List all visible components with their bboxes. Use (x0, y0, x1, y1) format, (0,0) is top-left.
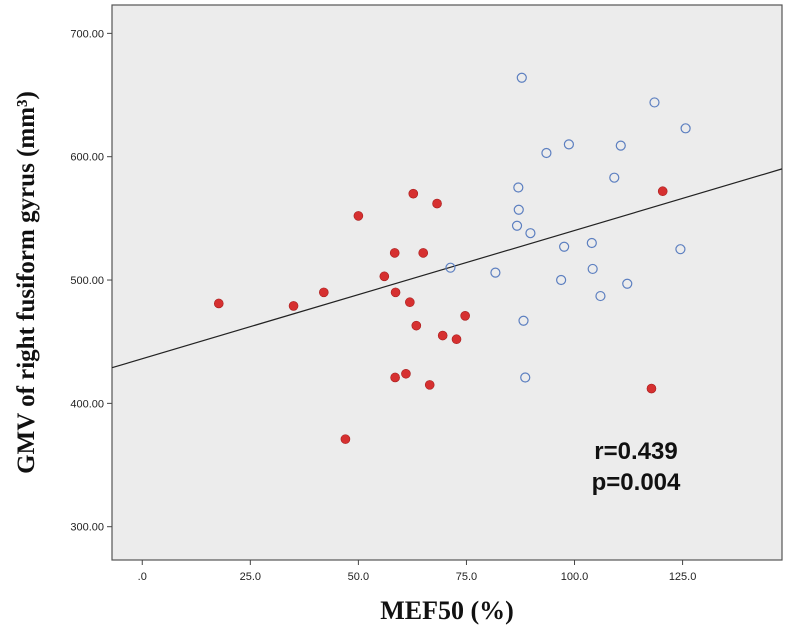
filled-data-point (451, 334, 462, 345)
hollow-data-point (490, 267, 501, 278)
hollow-data-point (649, 97, 660, 108)
hollow-data-point (556, 274, 567, 286)
x-tick-label: 50.0 (348, 571, 369, 583)
correlation-label: r=0.439 (594, 438, 677, 465)
y-tick-label: 700.00 (70, 28, 104, 40)
filled-data-point (657, 186, 668, 197)
x-tick-label: 75.0 (456, 571, 477, 583)
filled-data-point (432, 198, 442, 209)
hollow-data-point (563, 139, 574, 150)
filled-data-point (390, 372, 400, 383)
filled-data-point (389, 248, 400, 258)
filled-data-point (390, 287, 401, 298)
x-tick-label: .0 (138, 571, 147, 583)
hollow-data-point (518, 315, 529, 326)
hollow-data-point (445, 262, 456, 273)
x-tick-label: 100.0 (561, 571, 589, 583)
y-axis: 300.00 400.00 500.00 600.00 700.00 (70, 28, 112, 534)
y-tick-label: 500.00 (70, 275, 104, 287)
hollow-data-point (680, 123, 691, 134)
x-tick-label: 25.0 (240, 571, 261, 583)
filled-data-point (405, 297, 415, 308)
filled-data-point (340, 434, 351, 444)
filled-data-point (460, 310, 470, 321)
hollow-data-point (513, 182, 524, 193)
x-tick-label: 125.0 (669, 571, 697, 583)
filled-data-point (213, 298, 224, 309)
hollow-data-point (516, 72, 527, 83)
filled-data-point (418, 248, 429, 258)
plot-area (111, 4, 783, 561)
hollow-data-point (615, 140, 626, 151)
filled-data-point (353, 211, 364, 221)
hollow-data-point (525, 228, 536, 239)
data-points (213, 72, 691, 444)
y-tick-label: 600.00 (70, 152, 104, 164)
filled-data-point (411, 320, 422, 331)
filled-data-point (379, 271, 390, 282)
y-tick-label: 300.00 (70, 522, 104, 534)
fit-line (111, 168, 783, 369)
filled-data-point (319, 287, 329, 298)
hollow-data-point (511, 220, 523, 231)
filled-data-point (408, 188, 419, 199)
filled-data-point (288, 301, 299, 311)
hollow-data-point (587, 263, 598, 275)
y-axis-title: GMV of right fusiform gyrus (mm³) (13, 91, 40, 474)
y-tick-label: 400.00 (70, 398, 104, 410)
hollow-data-point (559, 241, 570, 252)
p-value-label: p=0.004 (592, 469, 681, 496)
filled-data-point (424, 380, 435, 390)
x-axis-title: MEF50 (%) (380, 596, 514, 625)
hollow-data-point (675, 244, 686, 255)
x-axis: .0 25.0 50.0 75.0 100.0 125.0 (138, 560, 697, 583)
filled-data-point (437, 330, 448, 341)
hollow-data-point (513, 204, 524, 215)
hollow-data-point (541, 147, 552, 159)
hollow-data-point (586, 237, 597, 249)
filled-data-point (646, 383, 657, 394)
hollow-data-point (520, 372, 531, 383)
filled-data-point (401, 368, 411, 379)
hollow-data-point (595, 290, 606, 302)
hollow-data-point (609, 172, 620, 183)
hollow-data-point (622, 278, 633, 289)
